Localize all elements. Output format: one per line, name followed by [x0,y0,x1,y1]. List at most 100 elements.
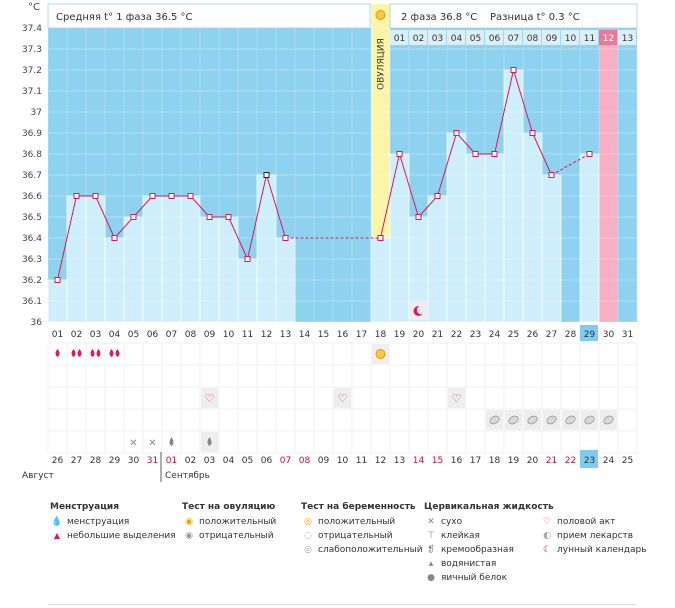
legend-title: Цервикальная жидкость [424,502,554,512]
symptom-cell [598,342,619,366]
symptom-cell [123,408,144,432]
symptom-cell [47,408,68,432]
calendar-date-label: 06 [261,456,273,466]
temperature-point [168,193,175,199]
temperature-point [225,214,232,220]
symptom-cell [579,386,600,410]
temperature-bar [237,258,258,323]
symptom-cell [66,430,87,454]
calendar-date-label: 19 [508,456,520,466]
temperature-segment [95,195,115,239]
symptom-cell [598,386,619,410]
temperature-point [453,130,460,136]
symptom-cell [503,364,524,388]
phase-day-label: 12 [603,34,614,44]
phase-day-label: 01 [394,34,405,44]
symptom-cell [313,342,334,366]
calendar-date-label: 13 [394,456,405,466]
temperature-segment [380,153,400,239]
y-unit-label: °C [28,2,40,13]
symptom-cell [161,386,182,410]
symptom-cell [484,342,505,366]
phase-day-label: 11 [584,34,595,44]
temperature-segment [190,195,210,218]
symptom-cell [256,342,277,366]
symptom-cell [294,364,315,388]
symptom-cell [503,430,524,454]
y-tick-label: 37 [31,108,42,118]
heart-icon: ♡ [205,392,215,405]
x-tick-label: 29 [584,330,596,340]
symptom-cell [237,386,258,410]
temperature-point [244,256,251,262]
phase-day-cell [485,30,503,45]
symptom-cell [104,408,125,432]
dry-icon: ✕ [427,517,435,527]
temperature-segment [456,132,476,155]
symptom-cell [351,430,372,454]
symptom-cell [123,386,144,410]
legend-pregnancy-test: Тест на беременность ◎ положительный ○ отр… [301,502,423,557]
x-tick-label: 19 [394,330,406,340]
temperature-segment [418,195,438,218]
phase-day-label: 09 [546,34,558,44]
phase-day-cell [599,30,617,45]
legend-menstruation: Менструация 💧 менструация ▲ небольшие выде… [50,502,176,543]
symptom-cell [237,430,258,454]
phase1-label: Средняя t° 1 фаза 36.5 °C [56,12,193,23]
moon-icon-cut [416,305,426,315]
temperature-point [529,130,536,136]
symptom-cell [617,408,638,432]
today-marker [580,325,598,341]
symptom-cell [579,430,600,454]
calendar-date-label: 08 [299,456,311,466]
pill-icon: ◐ [543,531,551,541]
temperature-point [586,151,593,157]
x-tick-label: 07 [166,330,177,340]
symptom-cell [484,364,505,388]
x-tick-label: 26 [527,330,539,340]
y-tick-label: 36.5 [22,213,42,223]
symptom-cell [199,342,220,366]
phase-day-label: 07 [508,34,519,44]
pill-icon [527,415,538,425]
temperature-bar [541,174,562,323]
heart-icon: ♡ [452,392,462,405]
calendar-date-label: 23 [584,456,595,466]
legend-label: клейкая [441,531,480,541]
calendar-date-label: 07 [280,456,291,466]
legend-ovulation-test: Тест на овуляцию ◉ положительный ◉ отрицат… [182,502,276,543]
symptom-cell [522,430,543,454]
symptom-cell [389,364,410,388]
heart-icon: ♡ [542,517,552,527]
phase-day-cell [466,30,484,45]
symptom-cell [389,342,410,366]
x-tick-label: 22 [451,330,462,340]
x-tick-label: 24 [489,330,501,340]
symptom-cell [541,364,562,388]
symptom-cell [161,408,182,432]
pregnancy-weak-icon: ◎ [304,545,312,555]
temperature-point [263,172,270,178]
temperature-point [415,214,422,220]
x-tick-label: 02 [71,330,82,340]
calendar-date-label: 02 [185,456,196,466]
temperature-point [187,193,194,199]
ovulation-negative-icon: ◉ [185,531,193,541]
x-tick-label: 08 [185,330,197,340]
symptom-cell [313,430,334,454]
legend-label: прием лекарств [557,531,634,541]
pill-icon [546,415,557,425]
intercourse-cell [334,388,351,408]
symptom-cell [351,342,372,366]
moon-icon: ☾ [542,545,552,555]
symptom-cell [617,364,638,388]
pregnancy-positive-icon: ◎ [304,517,312,527]
symptom-cell [294,386,315,410]
legend-label: лунный календарь [557,545,647,555]
symptom-cell [370,408,391,432]
symptom-cell [275,386,296,410]
calendar-date-label: 09 [318,456,330,466]
symptom-cell [313,364,334,388]
x-tick-label: 31 [622,330,633,340]
